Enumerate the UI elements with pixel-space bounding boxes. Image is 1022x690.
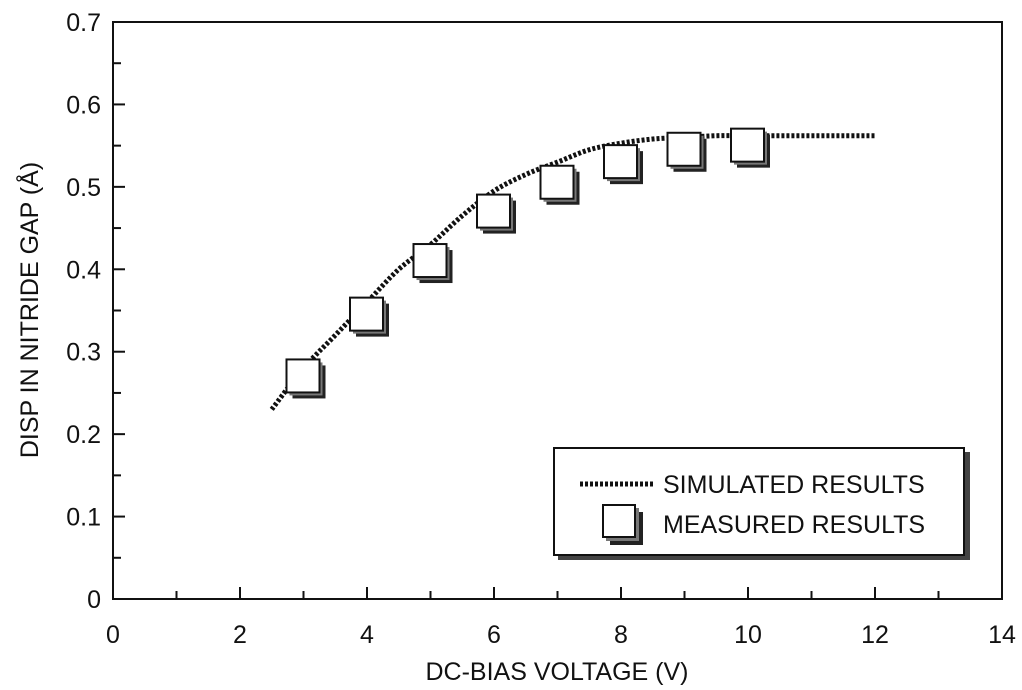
y-tick-label: 0.7 (66, 9, 101, 37)
y-tick-label: 0.1 (66, 504, 101, 532)
legend-measured-label: MEASURED RESULTS (663, 511, 925, 539)
y-tick-label: 0.3 (66, 339, 101, 367)
x-tick-label: 8 (614, 621, 628, 649)
x-tick-label: 10 (734, 621, 762, 649)
legend-simulated-label: SIMULATED RESULTS (663, 471, 925, 499)
legend-measured-swatch (602, 504, 643, 545)
y-tick-label: 0.6 (66, 91, 101, 119)
measured-point (476, 193, 516, 234)
measured-point (666, 131, 707, 172)
x-axis-title: DC-BIAS VOLTAGE (V) (425, 658, 688, 686)
measured-point (285, 358, 326, 399)
measured-results-markers (285, 127, 770, 399)
x-tick-label: 12 (861, 621, 889, 649)
x-tick-label: 14 (988, 621, 1016, 649)
measured-point (603, 144, 643, 185)
y-tick-label: 0.2 (66, 421, 101, 449)
measured-point (730, 127, 770, 168)
y-axis-ticks: 0 0.1 0.2 0.3 0.4 0.5 0.6 0.7 (66, 9, 125, 614)
x-tick-label: 0 (106, 621, 120, 649)
measured-point (539, 164, 580, 205)
x-axis-ticks: 0 2 4 6 8 10 12 14 (106, 587, 1016, 649)
x-tick-label: 4 (360, 621, 374, 649)
x-tick-label: 2 (233, 621, 247, 649)
x-tick-label: 6 (487, 621, 501, 649)
legend: SIMULATED RESULTS MEASURED RESULTS (553, 447, 970, 560)
measured-point (412, 243, 453, 284)
y-tick-label: 0 (87, 586, 101, 614)
y-tick-label: 0.5 (66, 174, 101, 202)
y-axis-title: DISP IN NITRIDE GAP (Å) (14, 162, 44, 458)
y-tick-label: 0.4 (66, 256, 101, 284)
measured-point (349, 296, 389, 337)
